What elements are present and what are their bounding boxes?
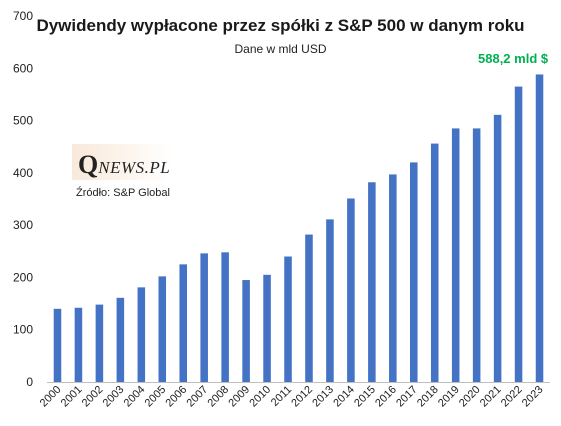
bar-2023 (535, 74, 544, 382)
y-tick-label: 400 (13, 166, 33, 180)
y-tick-label: 0 (26, 375, 33, 389)
chart-title: Dywidendy wypłacone przez spółki z S&P 5… (36, 16, 525, 35)
x-tick-label: 2009 (226, 384, 252, 410)
bar-2017 (409, 162, 418, 382)
x-tick-label: 2012 (289, 384, 315, 410)
x-tick-label: 2011 (269, 384, 294, 409)
x-tick-label: 2017 (394, 384, 420, 410)
bar-2011 (284, 256, 292, 382)
source-note: Źródło: S&P Global (76, 187, 170, 199)
bar-2020 (472, 128, 481, 382)
last-value-annotation: 588,2 mld $ (478, 51, 549, 66)
x-tick-label: 2019 (436, 384, 462, 410)
bar-2008 (221, 252, 229, 382)
x-tick-label: 2015 (352, 384, 378, 410)
x-tick-label: 2022 (499, 384, 525, 410)
x-tick-label: 2004 (122, 384, 148, 410)
bar-2000 (53, 308, 62, 382)
bar-2022 (514, 86, 523, 382)
bar-2013 (326, 219, 334, 382)
bar-2006 (179, 264, 188, 382)
x-tick-label: 2001 (59, 384, 85, 410)
y-tick-label: 500 (13, 114, 33, 128)
x-tick-label: 2003 (101, 384, 127, 410)
bar-2004 (137, 287, 146, 382)
x-tick-label: 2006 (164, 384, 190, 410)
x-tick-label: 2008 (205, 384, 231, 410)
x-tick-label: 2018 (415, 384, 441, 410)
x-tick-label: 2020 (457, 384, 483, 410)
x-tick-label: 2014 (331, 384, 357, 410)
bar-2021 (493, 114, 502, 382)
bar-2018 (430, 143, 439, 382)
bar-2009 (242, 280, 250, 382)
y-tick-label: 600 (13, 61, 33, 75)
bar-2014 (347, 198, 355, 382)
bar-2005 (158, 276, 167, 382)
bar-2019 (451, 128, 460, 382)
bar-2016 (389, 174, 397, 382)
qnews-logo: QNEWS.PL (78, 150, 171, 179)
x-tick-label: 2010 (247, 384, 273, 410)
chart-subtitle: Dane w mld USD (234, 42, 327, 56)
bar-2007 (200, 253, 208, 382)
bar-2012 (305, 234, 313, 382)
x-tick-label: 2000 (38, 384, 64, 410)
x-tick-label: 2016 (373, 384, 399, 410)
bar-2002 (95, 304, 104, 382)
bar-2003 (116, 297, 125, 382)
x-tick-label: 2002 (80, 384, 106, 410)
x-tick-label: 2005 (143, 384, 169, 410)
y-tick-label: 100 (13, 323, 33, 337)
bar-2015 (368, 182, 376, 382)
bar-2001 (74, 307, 83, 382)
y-tick-label: 200 (13, 270, 33, 284)
x-tick-label: 2021 (478, 384, 504, 410)
x-tick-label: 2013 (310, 384, 336, 410)
x-tick-label: 2007 (185, 384, 211, 410)
y-tick-label: 300 (13, 218, 33, 232)
y-tick-label: 700 (13, 9, 33, 23)
logo-background (72, 144, 172, 180)
bar-2010 (263, 274, 271, 382)
x-tick-label: 2023 (520, 384, 546, 410)
